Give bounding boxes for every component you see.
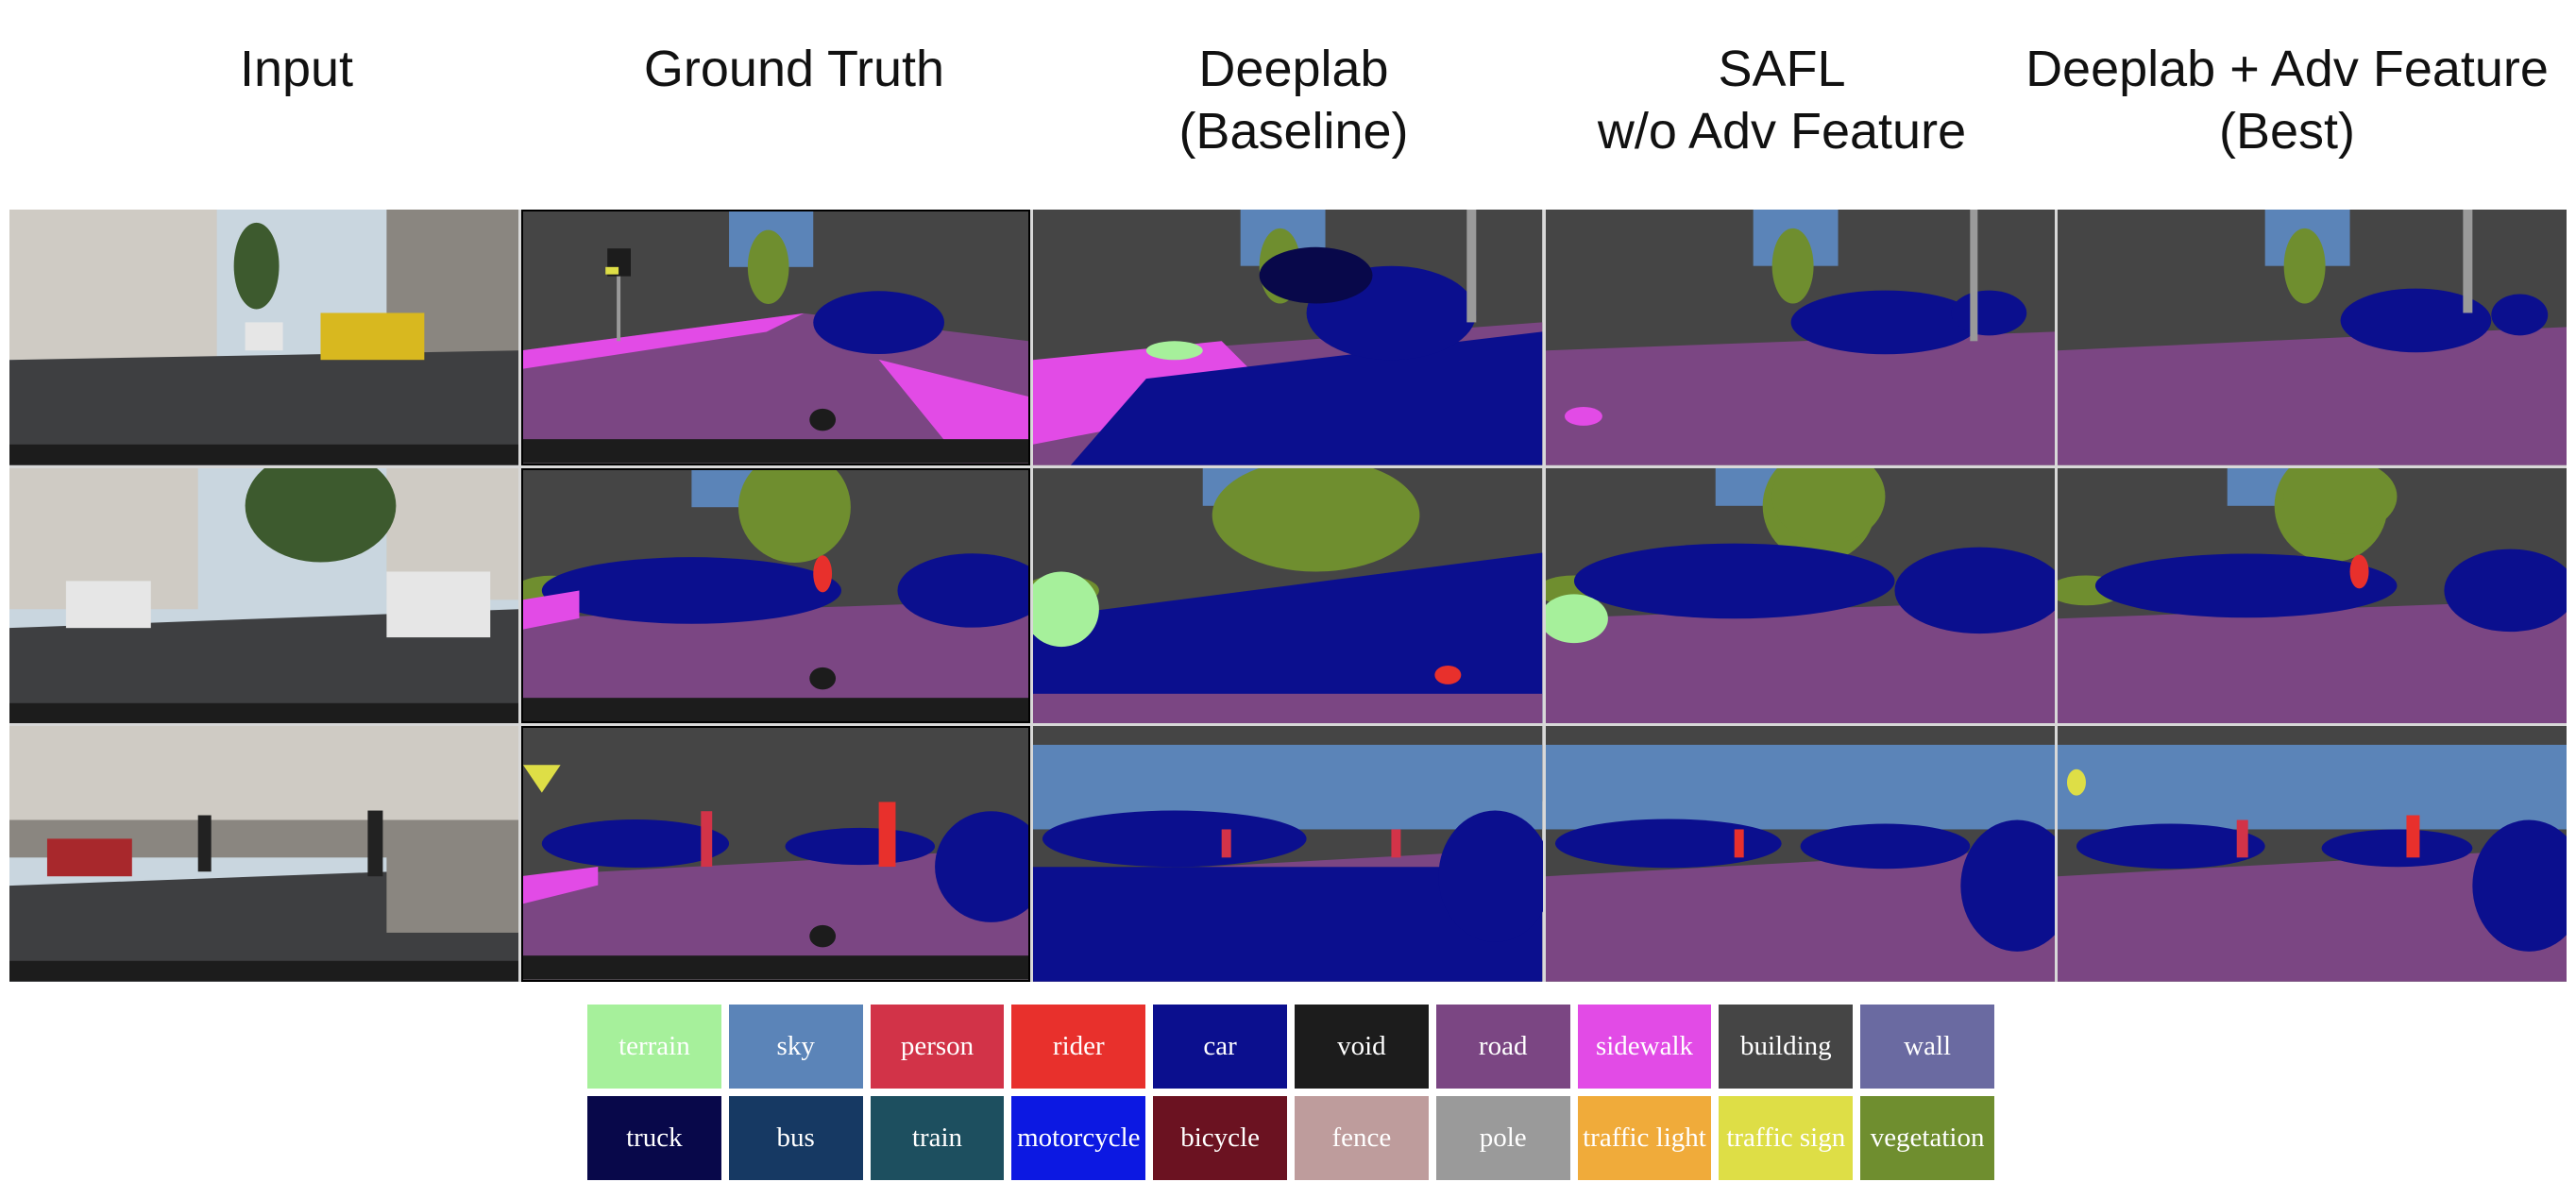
scene-image <box>9 467 519 724</box>
scene-image <box>2057 210 2567 465</box>
column-header-ground-truth-line1: Ground Truth <box>643 41 945 97</box>
column-header-deeplab-adv-line1: Deeplab + Adv Feature <box>2025 41 2549 97</box>
scene-image <box>1545 726 2055 982</box>
legend-swatch-rider: rider <box>1011 1005 1146 1089</box>
cell-row1-safl <box>1545 210 2055 465</box>
column-header-input: Input <box>32 38 561 100</box>
legend-swatch-train: train <box>870 1096 1005 1180</box>
cell-row1-input <box>9 210 519 465</box>
legend-swatch-road: road <box>1435 1005 1570 1089</box>
cell-row2-deeplab <box>1033 467 1543 724</box>
column-header-safl-line1: SAFL <box>1718 41 1846 97</box>
legend-swatch-terrain: terrain <box>587 1005 721 1089</box>
scene-image <box>1545 467 2055 724</box>
cell-row3-deeplab-adv <box>2057 726 2567 982</box>
legend-swatch-bus: bus <box>728 1096 863 1180</box>
scene-image <box>2057 726 2567 982</box>
column-header-deeplab-line1: Deeplab <box>1198 41 1389 97</box>
legend-swatch-void: void <box>1295 1005 1429 1089</box>
column-header-input-line1: Input <box>239 41 354 97</box>
legend-swatch-truck: truck <box>587 1096 721 1180</box>
cell-row2-deeplab-adv <box>2057 467 2567 724</box>
cell-row3-deeplab <box>1033 726 1543 982</box>
scene-image <box>523 728 1029 980</box>
results-grid <box>9 210 2567 982</box>
cell-row2-safl <box>1545 467 2055 724</box>
scene-image <box>523 469 1029 722</box>
cell-row1-deeplab <box>1033 210 1543 465</box>
column-header-ground-truth: Ground Truth <box>530 38 1059 100</box>
legend-swatch-traffic-sign: traffic sign <box>1719 1096 1854 1180</box>
scene-image <box>1545 210 2055 465</box>
scene-image <box>9 210 519 465</box>
legend-swatch-vegetation: vegetation <box>1860 1096 1994 1180</box>
scene-image <box>9 726 519 982</box>
legend-swatch-wall: wall <box>1860 1005 1994 1089</box>
legend-swatch-bicycle: bicycle <box>1153 1096 1287 1180</box>
cell-row3-ground-truth <box>521 726 1031 982</box>
legend-swatch-traffic-light: traffic light <box>1577 1096 1712 1180</box>
cell-row2-input <box>9 467 519 724</box>
class-color-legend: terrain sky person rider car void road sidewalk… <box>587 1005 1994 1180</box>
column-header-safl: SAFL w/o Adv Feature <box>1517 38 2046 162</box>
scene-image <box>523 211 1029 464</box>
scene-image <box>1033 210 1543 465</box>
scene-image <box>2057 467 2567 724</box>
legend-swatch-motorcycle: motorcycle <box>1011 1096 1146 1180</box>
scene-image <box>1033 467 1543 724</box>
legend-swatch-sidewalk: sidewalk <box>1577 1005 1712 1089</box>
cell-row1-deeplab-adv <box>2057 210 2567 465</box>
cell-row2-ground-truth <box>521 467 1031 724</box>
legend-swatch-person: person <box>870 1005 1005 1089</box>
column-header-deeplab-adv: Deeplab + Adv Feature (Best) <box>2023 38 2551 162</box>
legend-swatch-building: building <box>1719 1005 1854 1089</box>
legend-swatch-car: car <box>1153 1005 1287 1089</box>
cell-row3-safl <box>1545 726 2055 982</box>
column-header-deeplab-adv-line2: (Best) <box>2218 103 2356 160</box>
column-header-deeplab-line2: (Baseline) <box>1178 103 1409 160</box>
legend-swatch-fence: fence <box>1295 1096 1429 1180</box>
column-header-deeplab: Deeplab (Baseline) <box>1029 38 1558 162</box>
legend-swatch-sky: sky <box>728 1005 863 1089</box>
legend-swatch-pole: pole <box>1435 1096 1570 1180</box>
scene-image <box>1033 726 1543 982</box>
cell-row1-ground-truth <box>521 210 1031 465</box>
cell-row3-input <box>9 726 519 982</box>
column-header-safl-line2: w/o Adv Feature <box>1597 103 1967 160</box>
